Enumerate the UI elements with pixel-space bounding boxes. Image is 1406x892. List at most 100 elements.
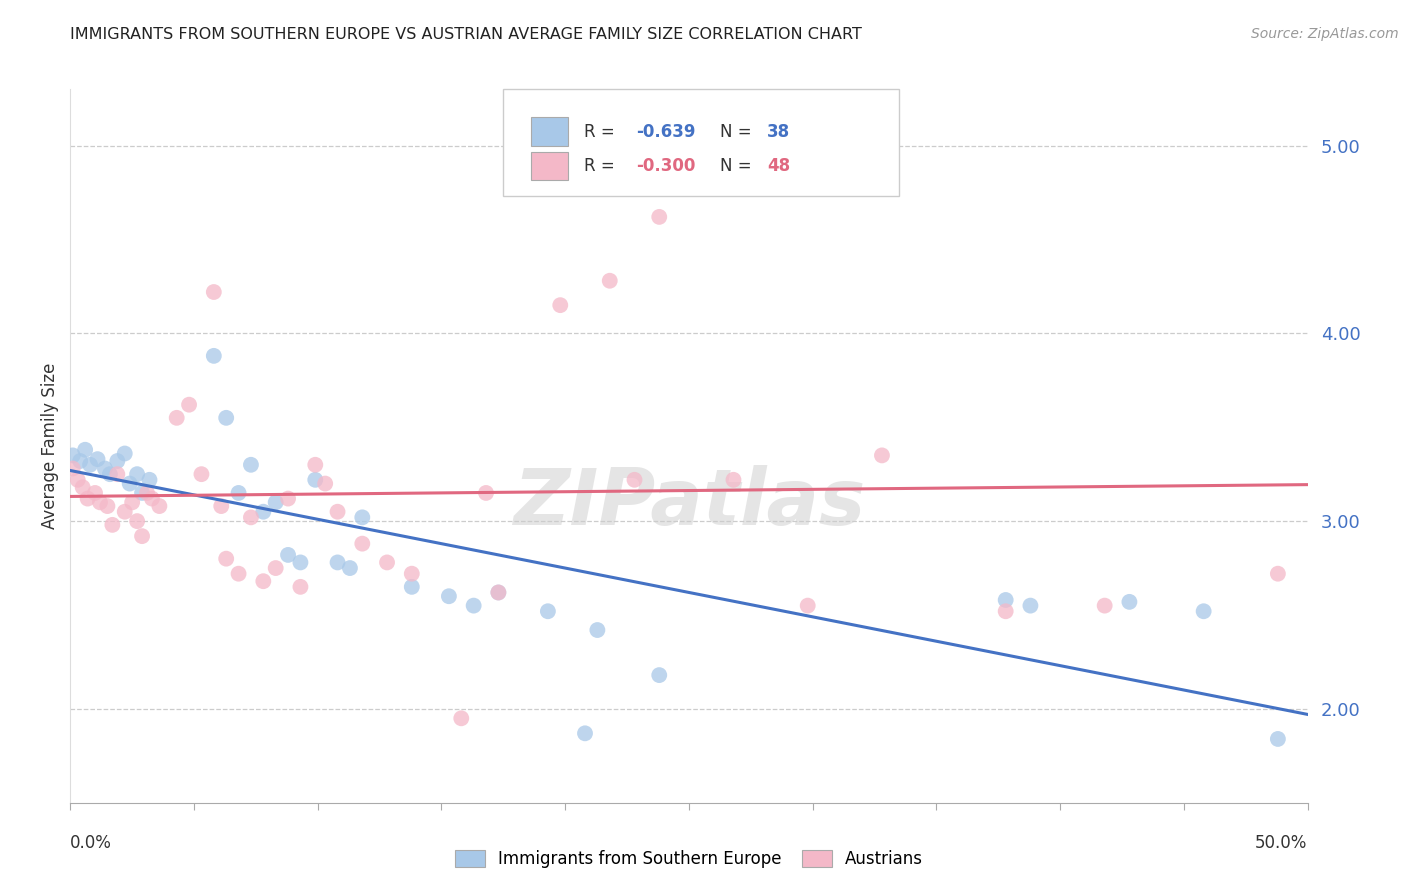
Point — [326, 505, 349, 519]
Point — [141, 491, 163, 506]
Point — [105, 454, 128, 468]
Point — [599, 274, 621, 288]
Point — [252, 505, 274, 519]
Point — [209, 499, 232, 513]
FancyBboxPatch shape — [530, 118, 568, 146]
Point — [401, 566, 423, 581]
Point — [290, 556, 312, 570]
Point — [1267, 731, 1289, 746]
Point — [148, 499, 170, 513]
Point — [84, 486, 107, 500]
Point — [586, 623, 609, 637]
Text: R =: R = — [583, 157, 620, 175]
Text: ZIPatlas: ZIPatlas — [513, 465, 865, 541]
Text: 50.0%: 50.0% — [1256, 834, 1308, 852]
Point — [177, 398, 200, 412]
Point — [264, 495, 287, 509]
Point — [94, 461, 117, 475]
Point — [76, 491, 98, 506]
Point — [215, 551, 238, 566]
Point — [72, 480, 94, 494]
Point — [277, 491, 299, 506]
Point — [105, 467, 128, 482]
Point — [304, 473, 326, 487]
Point — [96, 499, 118, 513]
Point — [239, 510, 262, 524]
Text: 0.0%: 0.0% — [70, 834, 112, 852]
Point — [304, 458, 326, 472]
Point — [66, 473, 89, 487]
Text: -0.639: -0.639 — [636, 122, 695, 141]
Point — [190, 467, 212, 482]
Point — [1267, 566, 1289, 581]
Point — [463, 599, 485, 613]
Point — [114, 446, 136, 460]
Point — [228, 566, 250, 581]
Point — [277, 548, 299, 562]
Text: 48: 48 — [766, 157, 790, 175]
Point — [264, 561, 287, 575]
Point — [101, 517, 124, 532]
Text: -0.300: -0.300 — [636, 157, 695, 175]
Point — [202, 285, 225, 299]
Point — [326, 556, 349, 570]
Point — [821, 148, 844, 162]
Point — [475, 486, 498, 500]
Point — [870, 449, 893, 463]
Point — [548, 298, 571, 312]
Point — [375, 556, 398, 570]
Point — [486, 585, 509, 599]
Point — [994, 604, 1017, 618]
Text: R =: R = — [583, 122, 620, 141]
Point — [239, 458, 262, 472]
Text: N =: N = — [720, 122, 756, 141]
Point — [131, 529, 153, 543]
Point — [796, 599, 818, 613]
Point — [1192, 604, 1215, 618]
FancyBboxPatch shape — [503, 89, 900, 196]
Point — [401, 580, 423, 594]
Point — [537, 604, 560, 618]
Point — [166, 410, 188, 425]
Point — [62, 449, 84, 463]
Point — [994, 593, 1017, 607]
Point — [574, 726, 596, 740]
Point — [127, 514, 149, 528]
Text: Source: ZipAtlas.com: Source: ZipAtlas.com — [1251, 27, 1399, 41]
Point — [623, 473, 645, 487]
Point — [450, 711, 472, 725]
Point — [437, 589, 460, 603]
Point — [89, 495, 111, 509]
Point — [228, 486, 250, 500]
Point — [648, 668, 671, 682]
Point — [118, 476, 141, 491]
Point — [314, 476, 336, 491]
Point — [75, 442, 97, 457]
Legend: Immigrants from Southern Europe, Austrians: Immigrants from Southern Europe, Austria… — [447, 842, 931, 877]
Point — [121, 495, 143, 509]
Point — [131, 486, 153, 500]
Point — [86, 452, 108, 467]
Point — [114, 505, 136, 519]
Point — [202, 349, 225, 363]
Point — [339, 561, 361, 575]
Point — [127, 467, 149, 482]
Point — [1118, 595, 1140, 609]
Point — [352, 536, 374, 550]
Point — [1094, 599, 1116, 613]
Point — [1019, 599, 1042, 613]
Point — [138, 473, 160, 487]
Point — [79, 458, 101, 472]
Point — [723, 473, 745, 487]
Text: N =: N = — [720, 157, 756, 175]
Point — [352, 510, 374, 524]
Point — [62, 461, 84, 475]
Point — [486, 585, 509, 599]
Point — [136, 486, 159, 500]
Point — [69, 454, 91, 468]
Point — [98, 467, 121, 482]
Point — [252, 574, 274, 589]
Text: 38: 38 — [766, 122, 790, 141]
Y-axis label: Average Family Size: Average Family Size — [41, 363, 59, 529]
Text: IMMIGRANTS FROM SOUTHERN EUROPE VS AUSTRIAN AVERAGE FAMILY SIZE CORRELATION CHAR: IMMIGRANTS FROM SOUTHERN EUROPE VS AUSTR… — [70, 27, 862, 42]
